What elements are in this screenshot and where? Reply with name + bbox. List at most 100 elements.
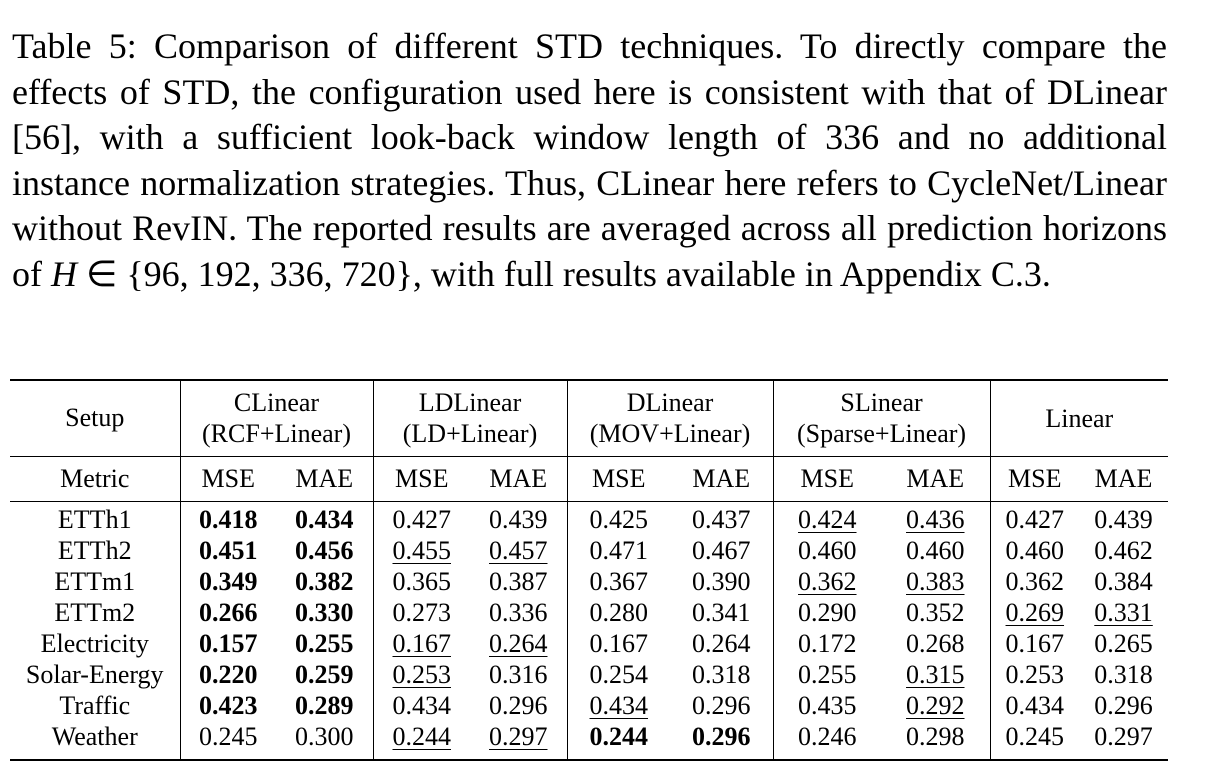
value-cell: 0.292 [881,691,990,722]
value: 0.300 [295,722,354,751]
value: 0.296 [489,691,548,720]
value-cell: 0.341 [670,598,773,629]
value: 0.435 [798,691,857,720]
value: 0.269 [1005,598,1065,627]
value: 0.427 [392,505,452,534]
value-cell: 0.456 [276,536,373,567]
value-cell: 0.245 [989,722,1080,761]
value-cell: 0.383 [881,567,990,598]
row-name: ETTm1 [54,567,136,596]
row-name: Weather [10,722,180,761]
value-cell: 0.367 [566,567,671,598]
data-row: ETTh1 0.418 0.434 0.427 0.439 0.425 0.437 0.424… [10,505,1168,536]
metric-cell: MAE [670,456,774,502]
value: 0.455 [392,536,452,565]
value-cell: 0.268 [881,629,990,660]
value-cell: 0.259 [276,660,373,691]
value-cell: 0.387 [470,567,567,598]
value-cell: 0.467 [670,536,773,567]
value: 0.157 [199,629,258,658]
value: 0.280 [589,598,649,627]
value: 0.330 [295,598,354,627]
value: 0.255 [798,660,857,689]
value-cell: 0.273 [372,598,470,629]
value-cell: 0.434 [372,691,470,722]
caption: Table 5: Comparison of different STD tec… [12,24,1167,297]
spacer [10,501,1168,505]
metric-cell: MAE [470,456,568,502]
data-row: ETTh2 0.451 0.456 0.455 0.457 0.471 0.467 0.460… [10,536,1168,567]
value: 0.273 [392,598,452,627]
value: 0.460 [798,536,857,565]
value-cell: 0.264 [470,629,567,660]
value: 0.349 [199,567,258,596]
group-name: DLinear [626,388,714,418]
value-cell: 0.289 [276,691,373,722]
value-cell: 0.427 [989,505,1080,536]
metric-cell: MSE [179,456,276,502]
value-cell: 0.365 [372,567,470,598]
value-cell: 0.390 [670,567,773,598]
value-cell: 0.167 [989,629,1080,660]
caption-math: H [51,253,77,294]
value: 0.451 [199,536,258,565]
value: 0.439 [489,505,548,534]
value-cell: 0.296 [1079,691,1168,722]
value: 0.434 [295,505,354,534]
value-cell: 0.172 [772,629,882,660]
value-cell: 0.330 [276,598,373,629]
value: 0.220 [199,660,258,689]
metric-cell: MSE [989,456,1080,502]
value-cell: 0.253 [989,660,1080,691]
value-cell: 0.298 [881,722,991,761]
data-row: ETTm1 0.349 0.382 0.365 0.387 0.367 0.390 0.362… [10,567,1168,598]
value: 0.245 [199,722,258,751]
value: 0.255 [295,629,354,658]
value: 0.290 [798,598,857,627]
value-cell: 0.296 [670,691,773,722]
value-cell: 0.297 [470,722,568,761]
value-cell: 0.382 [276,567,373,598]
data-row: Electricity 0.157 0.255 0.167 0.264 0.167 0.26… [10,629,1168,660]
value: 0.462 [1094,536,1153,565]
group-sub: (Sparse+Linear) [796,419,967,449]
value: 0.439 [1094,505,1153,534]
value: 0.296 [692,691,751,720]
value-cell: 0.352 [881,598,990,629]
value-cell: 0.435 [772,691,882,722]
value-cell: 0.244 [566,722,671,761]
value: 0.318 [1094,660,1153,689]
spacer-cell [989,501,1080,505]
group-name: LDLinear [418,388,522,418]
value: 0.253 [392,660,452,689]
row-name: Electricity [40,629,149,658]
row-name: Solar-Energy [25,660,164,689]
value: 0.297 [489,722,548,751]
value: 0.456 [295,536,354,565]
value-cell: 0.425 [566,505,671,536]
value-cell: 0.254 [566,660,671,691]
group-name: CLinear [233,388,320,418]
spacer-cell [772,501,882,505]
value-cell: 0.362 [772,567,882,598]
value: 0.316 [489,660,548,689]
value-cell: 0.318 [670,660,773,691]
value: 0.362 [798,567,857,596]
value: 0.254 [589,660,649,689]
row-name: ETTh1 [57,505,132,534]
value-cell: 0.457 [470,536,567,567]
value: 0.167 [1005,629,1065,658]
results-table: Setup CLinear (RCF+Linear) LDLinear (LD+Line… [10,379,1169,761]
value-cell: 0.331 [1079,598,1168,629]
value: 0.245 [1005,722,1065,751]
metric-row: Metric MSE MAE MSE MAE MSE MAE MSE MAE MSE MAE [10,456,1169,502]
metric-cell: MSE [772,456,882,502]
group-header: SLinear (Sparse+Linear) [772,379,991,457]
group-header: CLinear (RCF+Linear) [179,379,373,457]
value: 0.292 [906,691,965,720]
row-name: Traffic [59,691,131,720]
value: 0.265 [1094,629,1153,658]
value-cell: 0.296 [470,691,567,722]
group-sub: (LD+Linear) [402,419,538,449]
data-row: Solar-Energy 0.220 0.259 0.253 0.316 0.254 0.3… [10,660,1168,691]
